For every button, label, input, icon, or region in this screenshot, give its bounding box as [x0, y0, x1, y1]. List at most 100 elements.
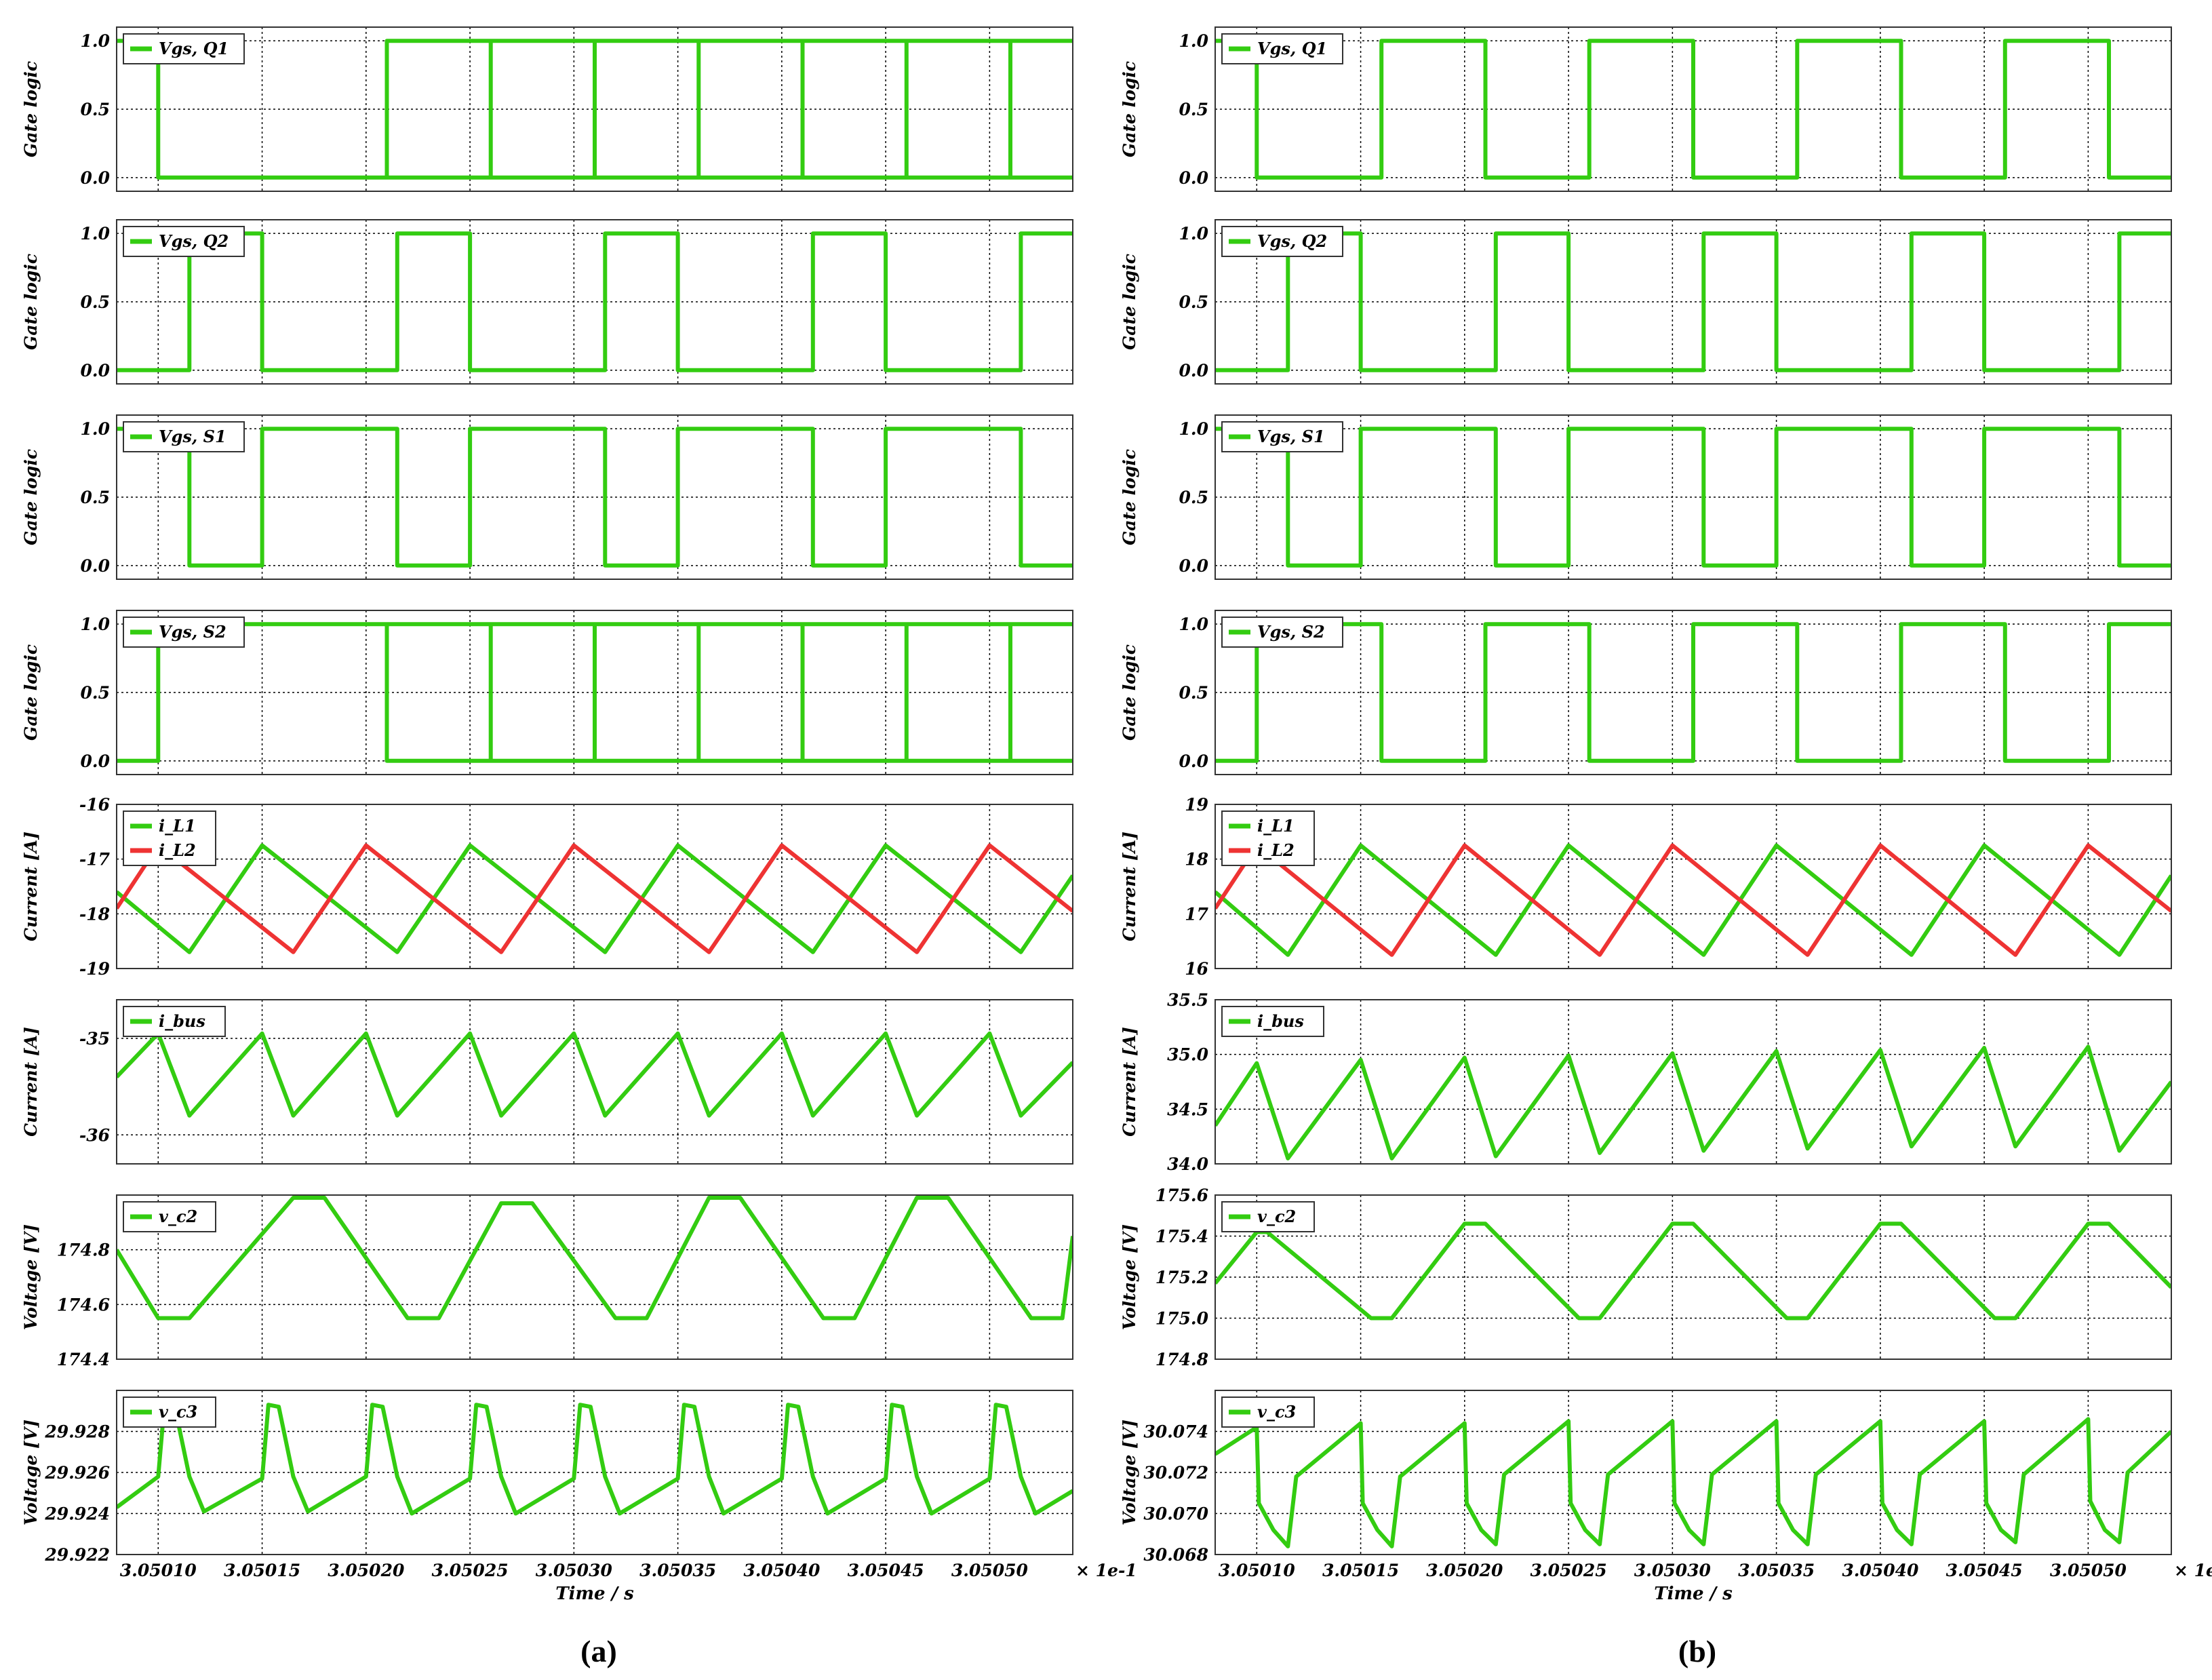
y-tick-label: -16	[79, 795, 110, 815]
x-tick-label: 3.05035	[639, 1561, 716, 1580]
x-tick-label: 3.05025	[432, 1561, 509, 1580]
y-axis-label: Current [A]	[21, 832, 41, 941]
y-axis-label: Gate logic	[21, 644, 41, 741]
legend-label: v_c2	[159, 1207, 197, 1226]
series-line-vgs-q1	[1215, 39, 2171, 180]
plot-frame	[1214, 1194, 2172, 1360]
y-tick-label: 19	[1185, 795, 1208, 815]
y-tick-label: 34.5	[1167, 1099, 1208, 1119]
y-tick-label: 34.0	[1167, 1154, 1208, 1174]
series-line-v-c3	[117, 1403, 1073, 1516]
series-line-i-l1	[117, 843, 1073, 954]
y-tick-label: 0.5	[1179, 292, 1209, 312]
series-line-vgs-q2	[1215, 231, 2171, 372]
y-tick-label: 30.070	[1143, 1504, 1208, 1524]
plot-frame	[1214, 1390, 2172, 1555]
y-tick-label: 0.5	[81, 488, 111, 507]
y-tick-label: 0.5	[1179, 100, 1209, 119]
x-tick-label: 3.05030	[536, 1561, 613, 1580]
plot-frame	[1214, 414, 2172, 580]
y-tick-label: 175.0	[1156, 1309, 1209, 1329]
y-tick-label: 30.068	[1143, 1545, 1208, 1565]
y-tick-label: 30.072	[1143, 1463, 1208, 1483]
y-tick-label: -18	[79, 904, 110, 924]
chart-b-2: 1.0 0.5 0.0 Gate logic Vgs, Q2	[1120, 219, 2172, 385]
legend-label: v_c3	[1257, 1402, 1296, 1422]
chart-b-8: 30.074 30.072 30.070 30.068 Voltage [V] v_c3 3…	[1120, 1390, 2212, 1604]
x-tick-label: 3.05025	[1530, 1561, 1607, 1580]
y-tick-label: -35	[79, 1029, 110, 1049]
x-multiplier: × 1e-1	[2174, 1561, 2212, 1580]
plot-frame	[116, 1390, 1073, 1555]
legend-label: Vgs, S2	[159, 622, 226, 642]
legend-label: i_L2	[1257, 840, 1295, 860]
x-tick-label: 3.05010	[1219, 1561, 1296, 1580]
y-tick-label: 29.928	[44, 1422, 110, 1442]
x-multiplier: × 1e-1	[1075, 1561, 1137, 1580]
x-tick-label: 3.05045	[848, 1561, 924, 1580]
y-axis-label: Voltage [V]	[1120, 1420, 1139, 1525]
y-tick-label: 0.0	[81, 361, 111, 380]
plot-frame	[1214, 999, 2172, 1165]
legend-label: i_bus	[159, 1011, 205, 1031]
legend-label: i_L2	[159, 840, 196, 860]
chart-a-4: 1.0 0.5 0.0 Gate logic Vgs, S2	[21, 610, 1073, 775]
series-line-v-c3	[1215, 1417, 2171, 1548]
y-tick-label: 1.0	[1179, 31, 1209, 51]
y-axis-label: Gate logic	[21, 61, 41, 157]
y-tick-label: 0.5	[81, 100, 111, 119]
y-tick-label: 0.5	[81, 292, 111, 312]
chart-a-1: 1.0 0.5 0.0 Gate logic Vgs, Q1	[21, 26, 1073, 192]
x-tick-label: 3.05050	[951, 1561, 1029, 1580]
x-tick-label: 3.05020	[1426, 1561, 1503, 1580]
chart-a-3: 1.0 0.5 0.0 Gate logic Vgs, S1	[21, 414, 1073, 580]
legend-label: i_L1	[1257, 816, 1295, 836]
series-line-i-l2	[117, 843, 1073, 954]
y-tick-label: 0.0	[1179, 751, 1209, 771]
y-tick-label: 0.0	[1179, 361, 1209, 380]
x-tick-label: 3.05020	[328, 1561, 405, 1580]
plot-frame	[116, 610, 1073, 775]
y-tick-label: 174.8	[57, 1241, 110, 1260]
y-tick-label: -36	[79, 1125, 110, 1145]
series-line-vgs-s1	[1215, 427, 2171, 568]
legend-box	[1221, 1201, 1315, 1232]
series-line-vgs-q1	[117, 39, 1073, 180]
legend-label: Vgs, S2	[1257, 622, 1325, 642]
chart-a-6: -35 -36 Current [A] i_bus	[21, 999, 1073, 1165]
y-tick-label: 174.6	[57, 1295, 110, 1314]
chart-b-6: 35.5 35.0 34.5 34.0 Current [A] i_bus	[1120, 990, 2172, 1174]
y-tick-label: 174.4	[57, 1350, 110, 1369]
caption-a: (a)	[580, 1634, 617, 1668]
y-tick-label: 175.4	[1156, 1227, 1208, 1247]
chart-b-4: 1.0 0.5 0.0 Gate logic Vgs, S2	[1120, 610, 2172, 775]
series-line-vgs-q2	[117, 231, 1073, 372]
y-axis-label: Voltage [V]	[1120, 1224, 1139, 1330]
y-axis-label: Current [A]	[21, 1027, 41, 1137]
plot-frame	[116, 26, 1073, 192]
y-tick-label: 0.5	[1179, 683, 1209, 703]
y-tick-label: 29.926	[44, 1463, 110, 1483]
y-axis-label: Gate logic	[1120, 449, 1139, 545]
chart-a-2: 1.0 0.5 0.0 Gate logic Vgs, Q2	[21, 219, 1073, 385]
y-tick-label: 1.0	[1179, 419, 1209, 439]
series-line-i-l2	[1215, 843, 2171, 957]
legend-label: i_bus	[1257, 1011, 1304, 1031]
y-tick-label: -17	[79, 850, 111, 870]
y-tick-label: 174.8	[1156, 1350, 1208, 1369]
y-tick-label: 29.922	[44, 1545, 110, 1565]
y-tick-label: 1.0	[81, 614, 111, 634]
chart-b-3: 1.0 0.5 0.0 Gate logic Vgs, S1	[1120, 414, 2172, 580]
chart-b-7: 175.6 175.4 175.2 175.0 174.8 Voltage [V] v_c2	[1120, 1186, 2172, 1369]
plot-frame	[1214, 219, 2172, 385]
y-tick-label: 18	[1185, 850, 1208, 870]
plot-frame	[1214, 610, 2172, 775]
y-axis-label: Gate logic	[21, 254, 41, 350]
plot-frame	[1214, 26, 2172, 192]
series-line-vgs-s2	[117, 622, 1073, 763]
legend-label: Vgs, Q2	[159, 231, 229, 251]
x-tick-label: 3.05015	[1322, 1561, 1399, 1580]
y-tick-label: 1.0	[81, 419, 111, 439]
y-tick-label: 17	[1185, 904, 1208, 924]
y-tick-label: 175.6	[1156, 1186, 1208, 1205]
